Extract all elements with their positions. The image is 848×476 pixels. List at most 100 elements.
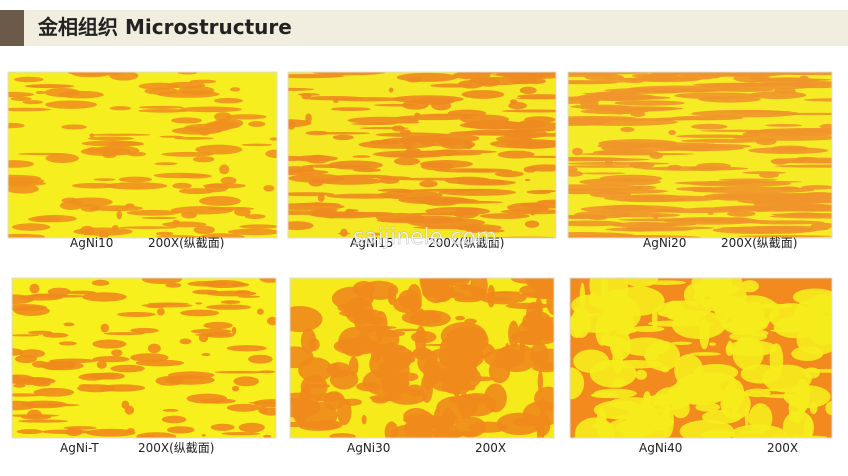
- phase-blob: [454, 224, 502, 232]
- phase-blob: [213, 97, 244, 104]
- phase-blob: [707, 212, 714, 215]
- phase-blob: [172, 182, 192, 189]
- phase-blob: [464, 318, 477, 325]
- phase-blob: [210, 423, 235, 431]
- phase-blob: [480, 297, 513, 301]
- phase-blob: [92, 356, 130, 363]
- phase-blob: [396, 189, 414, 193]
- phase-blob: [755, 138, 777, 146]
- phase-blob: [568, 170, 584, 177]
- phase-blob: [165, 81, 206, 89]
- phase-blob: [147, 343, 161, 354]
- phase-blob: [728, 110, 792, 113]
- phase-blob: [568, 215, 607, 219]
- phase-blob: [396, 115, 474, 121]
- phase-blob: [12, 223, 51, 231]
- phase-blob: [810, 222, 832, 229]
- phase-blob: [61, 124, 87, 130]
- phase-blob: [435, 149, 460, 157]
- phase-blob: [622, 278, 659, 288]
- phase-blob: [612, 378, 626, 388]
- phase-blob: [63, 322, 75, 327]
- phase-blob: [205, 120, 241, 130]
- phase-blob: [298, 357, 333, 383]
- phase-blob: [778, 133, 826, 137]
- phase-blob: [220, 300, 241, 305]
- phase-blob: [479, 213, 530, 219]
- phase-blob: [35, 90, 46, 95]
- caption-magnification: 200X(纵截面): [721, 236, 798, 250]
- header-title: 金相组织 Microstructure: [37, 15, 292, 39]
- phase-blob: [508, 102, 527, 110]
- phase-blob: [635, 369, 648, 380]
- phase-blob: [8, 107, 52, 112]
- phase-blob: [406, 76, 422, 83]
- phase-blob: [510, 76, 538, 85]
- phase-blob: [568, 156, 627, 162]
- phase-blob: [193, 225, 215, 235]
- phase-blob: [568, 162, 670, 166]
- phase-blob: [438, 188, 517, 196]
- phase-blob: [626, 85, 740, 93]
- micrograph-frame: [11, 277, 277, 439]
- phase-blob: [689, 352, 721, 356]
- phase-blob: [691, 278, 743, 297]
- caption-magnification: 200X: [767, 441, 798, 455]
- phase-blob: [526, 301, 542, 326]
- phase-blob: [92, 339, 127, 349]
- phase-blob: [691, 72, 732, 78]
- phase-blob: [601, 204, 653, 211]
- phase-blob: [570, 367, 585, 400]
- phase-blob: [14, 76, 44, 83]
- phase-blob: [373, 103, 420, 107]
- phase-blob: [205, 290, 257, 297]
- phase-blob: [580, 108, 649, 115]
- phase-blob: [500, 209, 556, 215]
- phase-blob: [103, 332, 145, 336]
- phase-blob: [620, 127, 635, 133]
- phase-blob: [462, 129, 534, 136]
- phase-blob: [358, 140, 436, 149]
- phase-blob: [21, 414, 52, 420]
- phase-blob: [195, 302, 203, 305]
- phase-blob: [774, 164, 832, 168]
- phase-blob: [165, 282, 182, 288]
- phase-blob: [308, 165, 314, 169]
- phase-blob: [226, 345, 267, 352]
- phase-blob: [331, 97, 406, 102]
- phase-blob: [117, 311, 156, 317]
- phase-blob: [205, 304, 252, 310]
- phase-blob: [727, 210, 756, 217]
- phase-blob: [391, 125, 405, 132]
- phase-blob: [571, 294, 610, 317]
- phase-blob: [530, 326, 554, 340]
- phase-blob: [315, 132, 370, 135]
- phase-blob: [601, 278, 609, 299]
- phase-blob: [12, 334, 40, 337]
- phase-blob: [825, 401, 832, 415]
- phase-blob: [219, 164, 230, 175]
- phase-blob: [288, 203, 345, 211]
- phase-blob: [568, 118, 678, 126]
- phase-blob: [288, 155, 308, 162]
- phase-blob: [629, 162, 655, 169]
- phase-blob: [388, 87, 394, 93]
- phase-blob: [529, 342, 549, 366]
- phase-blob: [612, 286, 665, 316]
- phase-blob: [524, 220, 540, 228]
- phase-blob: [527, 164, 556, 172]
- phase-blob: [589, 93, 615, 97]
- phase-blob: [100, 323, 109, 333]
- phase-blob: [394, 328, 421, 332]
- phase-blob: [459, 284, 474, 291]
- phase-blob: [803, 98, 832, 102]
- phase-blob: [614, 100, 685, 106]
- phase-blob: [78, 384, 94, 387]
- phase-blob: [688, 165, 726, 171]
- phase-blob: [326, 193, 406, 199]
- phase-blob: [440, 139, 476, 150]
- phase-blob: [530, 209, 536, 216]
- phase-blob: [28, 216, 61, 223]
- phase-blob: [682, 143, 751, 149]
- phase-blob: [393, 295, 422, 314]
